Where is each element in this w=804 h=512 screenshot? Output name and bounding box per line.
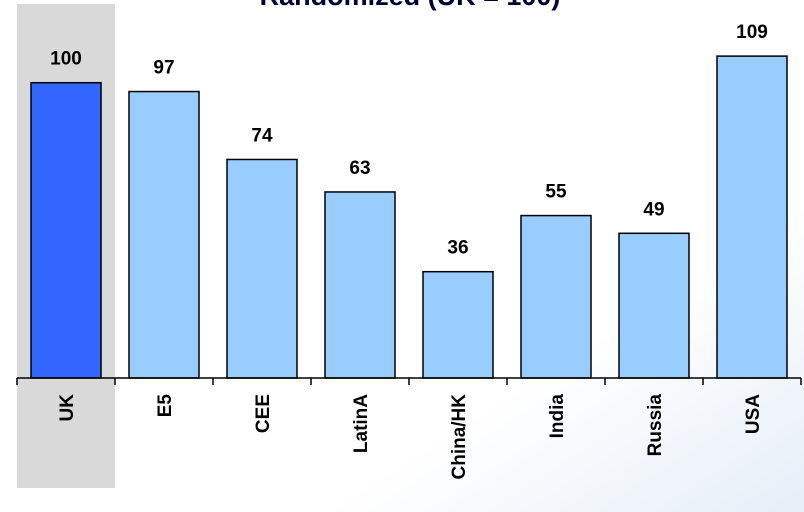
bar [520, 214, 592, 379]
value-label: 63 [349, 158, 370, 179]
value-label: 100 [50, 49, 82, 70]
bar [618, 232, 690, 379]
bar [716, 55, 788, 379]
value-label: 74 [251, 125, 273, 146]
x-tick-label: CEE [253, 394, 274, 433]
value-label: 36 [447, 238, 468, 259]
x-tick-label: UK [57, 394, 78, 422]
x-tick-label: USA [743, 394, 764, 434]
value-label: 49 [643, 199, 664, 220]
x-tick-label: Russia [645, 394, 666, 457]
x-tick-label: LatinA [351, 394, 372, 453]
x-tick-label: China/HK [449, 394, 470, 480]
bar [128, 90, 200, 379]
value-label: 109 [736, 22, 768, 43]
bar [30, 81, 102, 379]
chart-title: Randomized (UK = 100) [260, 0, 561, 11]
x-tick-label: E5 [155, 394, 176, 418]
x-tick-label: India [547, 394, 568, 439]
bar [324, 191, 396, 379]
value-label: 55 [545, 182, 567, 203]
bar [422, 270, 494, 379]
bar [226, 158, 298, 379]
value-label: 97 [153, 58, 174, 79]
